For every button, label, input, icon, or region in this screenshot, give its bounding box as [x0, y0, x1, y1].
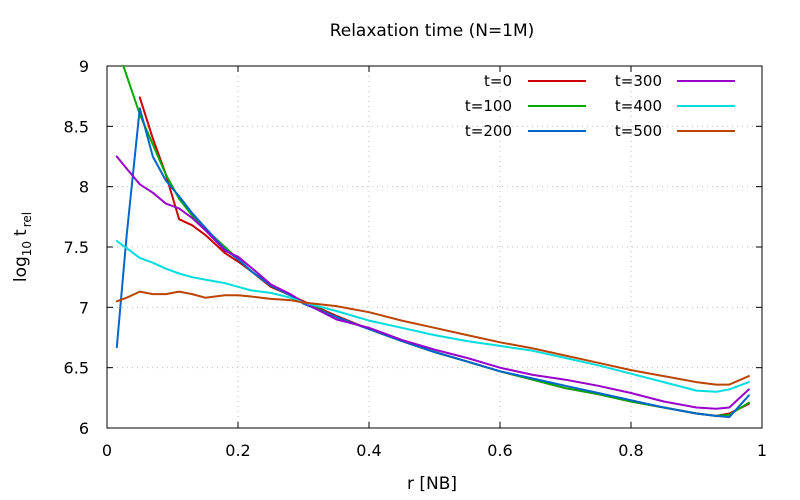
series-lines [115, 65, 750, 419]
plot-frame [106, 65, 763, 429]
legend-label-t-500: t=500 [615, 122, 662, 140]
y-axis-label-log: log [11, 256, 31, 282]
x-tick-label: 0.6 [487, 441, 512, 460]
legend-label-t-400: t=400 [615, 97, 662, 115]
legend-label-t-0: t=0 [484, 72, 512, 90]
legend: t=0 t=100 t=200 t=300 t=400 t=500 [465, 72, 735, 140]
x-axis-label: r [NB] [407, 474, 457, 494]
y-axis-label-t: t [11, 229, 31, 236]
axis-ticks: 0 0.2 0.4 0.6 0.8 1 6 6.5 7 7.5 8 8.5 9 [64, 57, 768, 460]
x-tick-label: 0 [102, 441, 112, 460]
chart-title: Relaxation time (N=1M) [330, 21, 535, 41]
series-line-t-300 [115, 155, 750, 410]
series-line-t-500 [115, 290, 750, 386]
y-tick-label: 8.5 [64, 117, 89, 136]
y-tick-label: 7 [79, 298, 89, 317]
y-tick-label: 6 [79, 419, 89, 438]
y-tick-label: 6.5 [64, 359, 89, 378]
grid-lines [107, 66, 762, 428]
y-axis-label-base: 10 [20, 241, 34, 256]
series-line-t-400 [115, 240, 750, 393]
x-tick-label: 0.8 [618, 441, 643, 460]
y-tick-label: 8 [79, 178, 89, 197]
x-tick-label: 0.2 [225, 441, 250, 460]
y-tick-label: 7.5 [64, 238, 89, 257]
series-line-t-200 [115, 107, 750, 419]
legend-label-t-200: t=200 [465, 122, 512, 140]
y-tick-label: 9 [79, 57, 89, 76]
legend-label-t-300: t=300 [615, 72, 662, 90]
y-axis-label-rel: rel [20, 212, 34, 227]
x-tick-label: 1 [757, 441, 767, 460]
legend-label-t-100: t=100 [465, 97, 512, 115]
x-tick-label: 0.4 [356, 441, 381, 460]
y-axis-label: log10 t rel [11, 212, 34, 282]
